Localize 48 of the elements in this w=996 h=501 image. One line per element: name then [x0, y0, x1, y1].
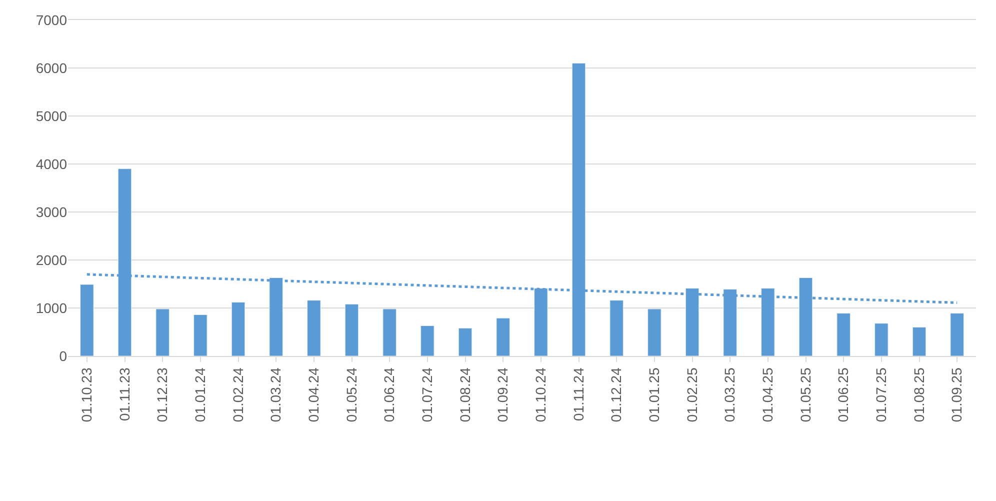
y-tick-label: 7000 — [36, 12, 68, 28]
bar — [836, 313, 850, 356]
x-tick-label: 01.01.25 — [646, 367, 662, 422]
y-tick-label: 1000 — [36, 300, 68, 316]
bar — [231, 302, 246, 356]
bar — [912, 326, 926, 356]
x-tick-label: 01.09.24 — [494, 367, 511, 422]
x-tick-label: 01.10.24 — [532, 367, 548, 422]
bar — [382, 308, 396, 356]
y-tick-label: 4000 — [36, 156, 68, 172]
x-tick-label: 01.01.24 — [192, 367, 208, 422]
x-tick-label: 01.05.24 — [343, 367, 360, 422]
x-tick-label: 01.04.25 — [759, 367, 776, 422]
x-tick-label: 01.06.24 — [381, 367, 398, 422]
bar — [307, 300, 321, 356]
x-tick-label: 01.07.25 — [872, 367, 889, 422]
x-tick-label: 01.05.25 — [797, 367, 814, 422]
x-tick-label: 01.04.24 — [305, 367, 322, 422]
bar — [610, 300, 624, 356]
x-tick-label: 01.11.24 — [570, 367, 586, 422]
bar — [458, 328, 472, 356]
y-tick-label: 0 — [59, 348, 68, 364]
x-tick-label: 01.03.25 — [722, 367, 738, 422]
y-tick-label: 3000 — [36, 204, 68, 220]
bar — [874, 323, 888, 356]
x-tick-label: 01.10.23 — [78, 367, 94, 422]
bar — [950, 313, 964, 356]
x-tick-label: 01.06.25 — [835, 367, 852, 422]
x-tick-label: 01.02.25 — [684, 367, 700, 422]
y-tick-label: 2000 — [36, 252, 68, 268]
bar — [648, 308, 662, 356]
x-tick-label: 01.07.24 — [418, 367, 435, 422]
x-tick-label: 01.11.23 — [116, 367, 132, 422]
x-tick-label: 01.12.23 — [154, 367, 170, 422]
y-tick-label: 5000 — [36, 108, 68, 124]
x-tick-label: 01.12.24 — [608, 367, 624, 422]
bar — [420, 326, 434, 356]
bar — [194, 314, 208, 356]
y-tick-label: 6000 — [36, 60, 68, 76]
bar — [80, 284, 94, 356]
bar — [156, 308, 170, 356]
x-tick-label: 01.03.24 — [268, 367, 284, 422]
bar — [496, 318, 510, 356]
bar — [344, 304, 359, 356]
x-tick-label: 01.09.25 — [948, 367, 965, 422]
x-tick-label: 01.08.25 — [910, 367, 927, 422]
x-tick-label: 01.08.24 — [456, 367, 473, 422]
x-tick-label: 01.02.24 — [230, 367, 246, 422]
